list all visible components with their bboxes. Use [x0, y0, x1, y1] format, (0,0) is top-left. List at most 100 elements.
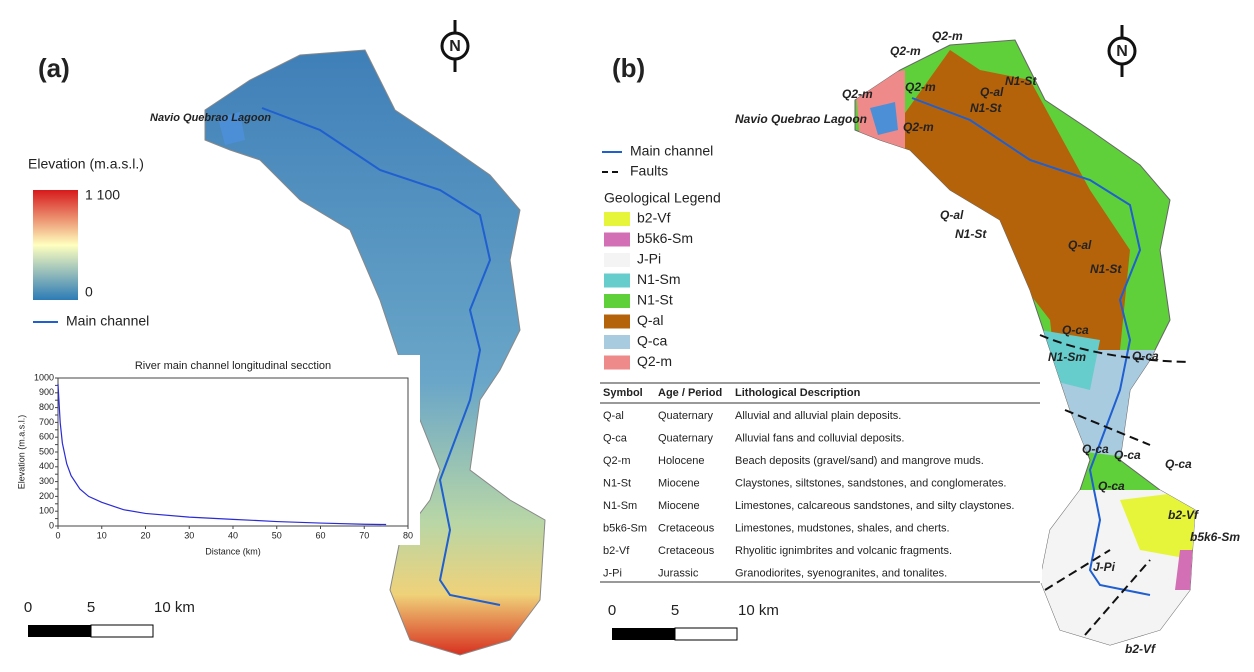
map-label: N1-St [1090, 262, 1122, 276]
legend-swatch [604, 294, 630, 308]
table-cell: Jurassic [658, 567, 699, 579]
y-axis-label: Elevation (m.a.s.l.) [16, 415, 26, 490]
map-label: b5k6-Sm [1190, 530, 1240, 544]
x-tick-label: 30 [184, 530, 194, 540]
map-label: Q-ca [1082, 442, 1109, 456]
main-channel [911, 97, 1151, 596]
main-channel [261, 107, 501, 606]
table-header: Age / Period [658, 387, 722, 399]
map-label: N1-Sm [1048, 350, 1086, 364]
legend-swatch [604, 355, 630, 370]
table-header: Lithological Description [735, 387, 861, 399]
table-cell: Holocene [658, 455, 704, 467]
table-cell: Limestones, mudstones, shales, and chert… [735, 522, 950, 534]
legend-min: 0 [85, 284, 93, 300]
x-tick-label: 40 [228, 530, 238, 540]
legend-entry: Q-al [637, 312, 663, 328]
table-cell: b5k6-Sm [603, 522, 647, 534]
legend-title: Geological Legend [604, 190, 721, 206]
scale-bar [28, 625, 91, 637]
lagoon [870, 102, 898, 135]
table-cell: Q2-m [603, 455, 631, 467]
map-label: Q2-m [890, 44, 921, 58]
legend-swatch [604, 253, 630, 267]
table-cell: Cretaceous [658, 522, 715, 534]
map-label: Q-al [940, 208, 964, 222]
legend-entry: Main channel [630, 143, 713, 159]
map-label: b2-Vf [1168, 508, 1199, 522]
table-cell: Miocene [658, 500, 700, 512]
map-label: Q-al [980, 85, 1004, 99]
map-label: Q-ca [1132, 349, 1159, 363]
y-tick-label: 500 [39, 446, 54, 456]
scale-label: 0 [608, 602, 616, 619]
lagoon-label: Navio Quebrao Lagoon [150, 112, 271, 124]
table-cell: Granodiorites, syenogranites, and tonali… [735, 567, 947, 579]
panel-label: (a) [38, 53, 70, 83]
y-tick-label: 400 [39, 461, 54, 471]
panel-label: (b) [612, 53, 645, 83]
legend-entry: N1-Sm [637, 271, 681, 287]
faults [1039, 334, 1191, 636]
legend-swatch [604, 232, 630, 247]
map-label: b2-Vf [1125, 642, 1156, 656]
table-cell: Limestones, calcareous sandstones, and s… [735, 500, 1014, 512]
legend-entry: b5k6-Sm [637, 230, 693, 246]
x-tick-label: 80 [403, 530, 413, 540]
elevation-ramp [33, 190, 78, 300]
table-cell: N1-St [603, 477, 631, 489]
x-tick-label: 20 [140, 530, 150, 540]
north-arrow: N [440, 20, 470, 72]
legend-entry: J-Pi [637, 251, 661, 267]
y-tick-label: 1000 [34, 372, 54, 382]
scale-label: 5 [671, 602, 679, 619]
y-tick-label: 800 [39, 402, 54, 412]
lagoon [218, 112, 245, 145]
legend-entry: b2-Vf [637, 210, 671, 226]
basin [204, 49, 546, 656]
map-a [204, 49, 546, 656]
legend-swatch [604, 212, 630, 226]
map-label: N1-St [1005, 74, 1037, 88]
x-tick-label: 10 [97, 530, 107, 540]
y-tick-label: 0 [49, 520, 54, 530]
q-al [900, 50, 1130, 430]
map-label: Q-ca [1062, 323, 1089, 337]
map-label: Q2-m [932, 29, 963, 43]
table-cell: N1-Sm [603, 500, 637, 512]
y-tick-label: 100 [39, 506, 54, 516]
y-tick-label: 900 [39, 387, 54, 397]
map-label: Q2-m [903, 120, 934, 134]
map-label: Q-ca [1165, 457, 1192, 471]
legend-swatch [604, 335, 630, 349]
inset-title: River main channel longitudinal secction [135, 360, 331, 372]
scale-label: 5 [87, 599, 95, 616]
profile-line [57, 383, 387, 526]
north-label: N [1116, 43, 1128, 60]
table-cell: J-Pi [603, 567, 622, 579]
legend-title: Elevation (m.a.s.l.) [28, 156, 144, 172]
table-cell: Q-al [603, 410, 624, 422]
scale-label: 10 km [154, 599, 195, 616]
legend-entry: Q2-m [637, 353, 672, 369]
map-label: Q-al [1068, 238, 1092, 252]
x-tick-label: 0 [55, 530, 60, 540]
inset-bg [15, 355, 420, 545]
table-cell: Claystones, siltstones, sandstones, and … [735, 477, 1006, 489]
map-label: Q2-m [905, 80, 936, 94]
table-cell: Rhyolitic ignimbrites and volcanic fragm… [735, 545, 952, 557]
table-cell: Miocene [658, 477, 700, 489]
north-arrow: N [1107, 25, 1137, 77]
legend-max: 1 100 [85, 187, 120, 203]
north-label: N [449, 38, 461, 55]
table-cell: Cretaceous [658, 545, 715, 557]
scale-bar [612, 628, 675, 640]
map-label: N1-St [970, 101, 1002, 115]
y-tick-label: 200 [39, 491, 54, 501]
table-header: Symbol [603, 387, 643, 399]
x-tick-label: 60 [315, 530, 325, 540]
x-tick-label: 70 [359, 530, 369, 540]
map-label: Q-ca [1098, 479, 1125, 493]
table-cell: b2-Vf [603, 545, 630, 557]
